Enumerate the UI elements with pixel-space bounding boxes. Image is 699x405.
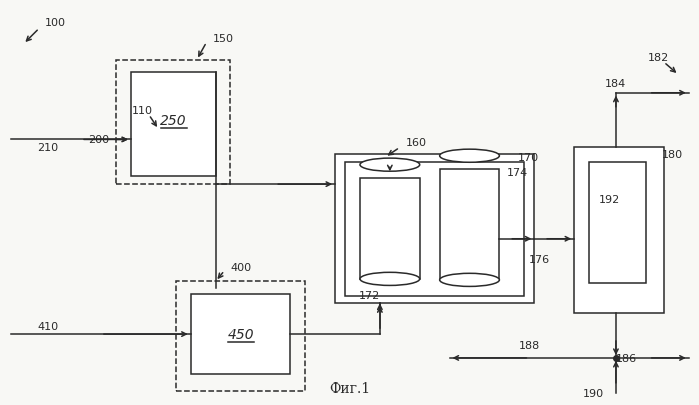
Bar <box>589 163 646 284</box>
Text: 170: 170 <box>517 153 538 163</box>
Text: 172: 172 <box>359 291 380 301</box>
Text: 184: 184 <box>605 79 626 89</box>
Ellipse shape <box>360 159 419 172</box>
Bar <box>574 148 664 313</box>
Bar <box>345 163 524 296</box>
Text: 200: 200 <box>88 135 109 145</box>
Text: 410: 410 <box>37 321 59 331</box>
Text: 100: 100 <box>45 18 66 28</box>
Text: 190: 190 <box>583 388 604 398</box>
Text: 182: 182 <box>648 53 670 63</box>
Bar <box>131 73 215 177</box>
Ellipse shape <box>360 273 419 286</box>
Text: 192: 192 <box>599 194 620 205</box>
Ellipse shape <box>440 274 499 287</box>
Text: 174: 174 <box>506 168 528 178</box>
Text: 188: 188 <box>519 340 540 350</box>
Text: 160: 160 <box>406 138 427 148</box>
Text: 250: 250 <box>160 113 187 127</box>
Text: 150: 150 <box>212 34 233 44</box>
Text: 210: 210 <box>37 143 59 153</box>
Bar <box>175 282 305 391</box>
Bar <box>440 169 499 280</box>
Bar <box>116 61 231 185</box>
Text: 110: 110 <box>132 105 153 115</box>
Text: 176: 176 <box>528 254 550 264</box>
Text: 400: 400 <box>231 262 252 272</box>
Text: 180: 180 <box>662 150 683 160</box>
Text: Фиг.1: Фиг.1 <box>329 381 370 395</box>
Bar <box>360 178 419 279</box>
Ellipse shape <box>440 150 499 163</box>
Text: 450: 450 <box>228 327 254 341</box>
Bar <box>335 155 534 304</box>
Text: 186: 186 <box>616 353 637 363</box>
Bar <box>191 294 290 374</box>
